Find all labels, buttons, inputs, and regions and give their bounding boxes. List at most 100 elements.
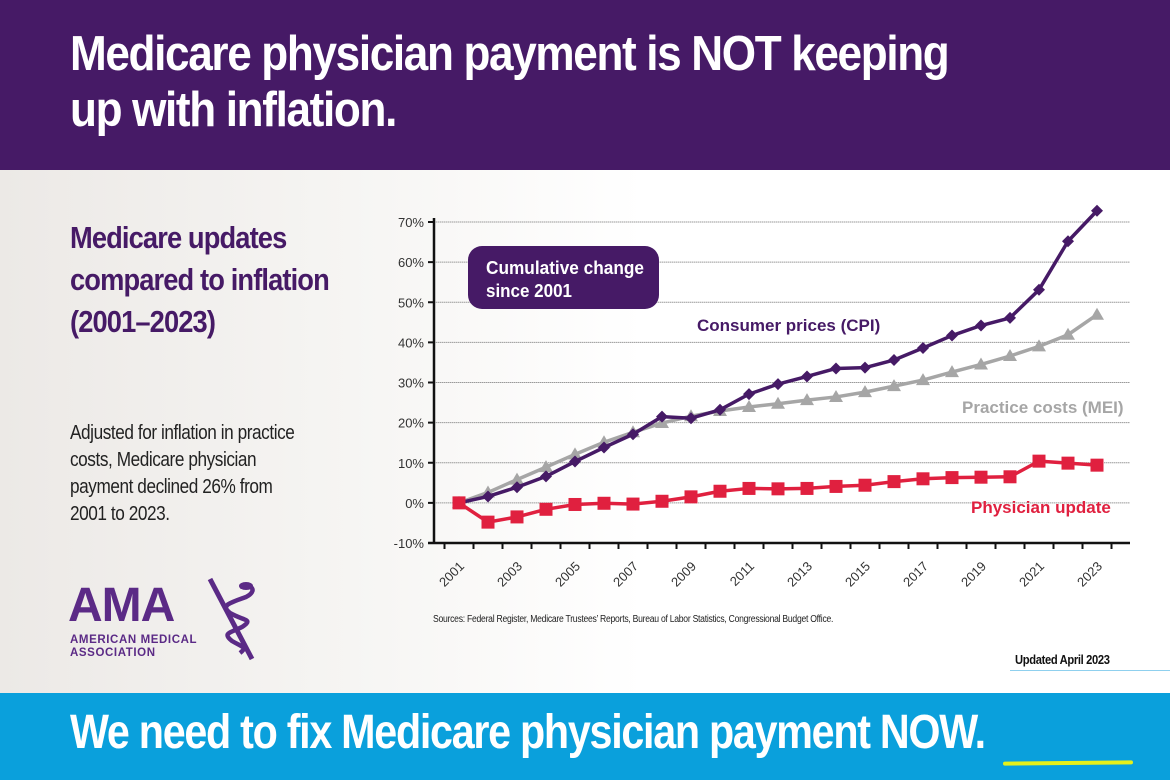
x-tick-label: 2021 (1016, 559, 1047, 590)
data-point-mei (742, 399, 756, 412)
data-point-physician (974, 470, 988, 484)
sources-note: Sources: Federal Register, Medicare Trus… (433, 614, 834, 625)
data-point-physician (510, 510, 524, 524)
data-point-physician (887, 475, 901, 489)
now-highlight-underline (1002, 760, 1134, 766)
annotation-background (468, 246, 659, 309)
data-point-cpi (917, 341, 929, 354)
data-point-mei (858, 385, 872, 398)
data-point-mei (568, 447, 582, 460)
y-tick-label: 40% (398, 335, 424, 350)
data-point-physician (655, 494, 669, 508)
data-point-mei (829, 389, 843, 402)
logo-line-1: AMERICAN MEDICAL (70, 634, 198, 646)
data-point-mei (1090, 307, 1104, 320)
series-lines (452, 204, 1104, 529)
data-point-cpi (888, 354, 900, 367)
x-tick-label: 2007 (610, 559, 641, 590)
data-point-cpi (772, 378, 784, 391)
divider (1010, 670, 1170, 671)
cta-banner: We need to fix Medicare physician paymen… (0, 693, 1170, 780)
x-tick-label: 2011 (727, 559, 757, 589)
annotation-text-line2: since 2001 (486, 281, 572, 301)
x-tick-label: 2001 (436, 559, 467, 590)
data-point-cpi (830, 362, 842, 375)
data-point-mei (1061, 327, 1075, 340)
data-point-cpi (1033, 283, 1045, 296)
data-point-mei (771, 396, 785, 409)
data-point-physician (1061, 456, 1075, 470)
x-tick-label: 2023 (1074, 559, 1105, 590)
annotation-text-line1: Cumulative change (486, 258, 644, 278)
data-point-cpi (1062, 235, 1074, 248)
data-point-cpi (801, 370, 813, 383)
data-point-mei (887, 379, 901, 392)
data-point-mei (539, 460, 553, 473)
data-point-cpi (1091, 204, 1103, 217)
y-tick-label: 30% (398, 376, 424, 391)
cta-text: We need to fix Medicare physician paymen… (70, 706, 986, 759)
data-point-mei (945, 365, 959, 378)
data-point-physician (858, 478, 872, 492)
data-point-mei (974, 357, 988, 370)
data-point-physician (539, 502, 553, 516)
y-tick-label: 50% (398, 295, 424, 310)
data-point-physician (713, 484, 727, 498)
y-tick-label: 70% (398, 215, 424, 230)
data-point-cpi (685, 412, 697, 425)
data-point-physician (742, 481, 756, 495)
data-point-mei (800, 393, 814, 406)
data-point-physician (771, 482, 785, 496)
data-point-physician (626, 497, 640, 511)
series-label-physician: Physician update (971, 498, 1111, 517)
data-point-cpi (627, 428, 639, 441)
side-body-text: Adjusted for inflation in practice costs… (70, 422, 295, 525)
y-tick-label: 10% (398, 456, 424, 471)
series-label-cpi: Consumer prices (CPI) (697, 316, 880, 335)
data-point-cpi (859, 361, 871, 374)
data-point-physician (481, 515, 495, 529)
y-tick-label: 0% (405, 496, 424, 511)
data-point-cpi (1004, 311, 1016, 324)
x-tick-label: 2017 (900, 559, 931, 590)
x-tick-label: 2019 (958, 559, 989, 590)
annotation-box: Cumulative change since 2001 (468, 246, 659, 309)
staff-of-aesculapius-icon (207, 577, 255, 661)
x-tick-label: 2005 (552, 559, 583, 590)
logo-full-name: AMERICAN MEDICAL ASSOCIATION (70, 634, 197, 660)
data-point-physician (684, 490, 698, 504)
data-point-physician (829, 479, 843, 493)
series-label-mei: Practice costs (MEI) (962, 398, 1124, 417)
data-point-cpi (511, 481, 523, 494)
logo-abbr: AMA (68, 579, 175, 632)
data-point-physician (1032, 454, 1046, 468)
page-title: Medicare physician payment is NOT keepin… (70, 27, 950, 137)
x-tick-label: 2013 (784, 559, 815, 590)
updated-date: Updated April 2023 (1015, 652, 1110, 667)
data-point-cpi (656, 410, 668, 423)
logo-line-2: ASSOCIATION (70, 647, 156, 659)
data-point-cpi (598, 441, 610, 454)
data-point-physician (916, 472, 930, 486)
data-point-cpi (482, 490, 494, 503)
data-point-cpi (540, 470, 552, 483)
data-point-physician (945, 471, 959, 485)
x-tick-label: 2003 (494, 559, 525, 590)
data-point-physician (452, 496, 466, 510)
data-point-physician (800, 481, 814, 495)
data-point-physician (1090, 458, 1104, 472)
data-point-mei (916, 373, 930, 386)
header-banner: Medicare physician payment is NOT keepin… (0, 0, 1170, 170)
ama-logo: AMA AMERICAN MEDICAL ASSOCIATION (68, 575, 268, 665)
side-heading: Medicare updates compared to inflation (… (70, 220, 330, 339)
y-tick-label: 20% (398, 416, 424, 431)
x-tick-label: 2015 (842, 559, 873, 590)
data-point-mei (510, 472, 524, 485)
data-point-mei (1032, 339, 1046, 352)
x-tick-label: 2009 (668, 559, 699, 590)
data-point-physician (597, 496, 611, 510)
data-point-cpi (975, 319, 987, 332)
y-tick-label: -10% (394, 536, 425, 551)
data-point-cpi (569, 455, 581, 468)
